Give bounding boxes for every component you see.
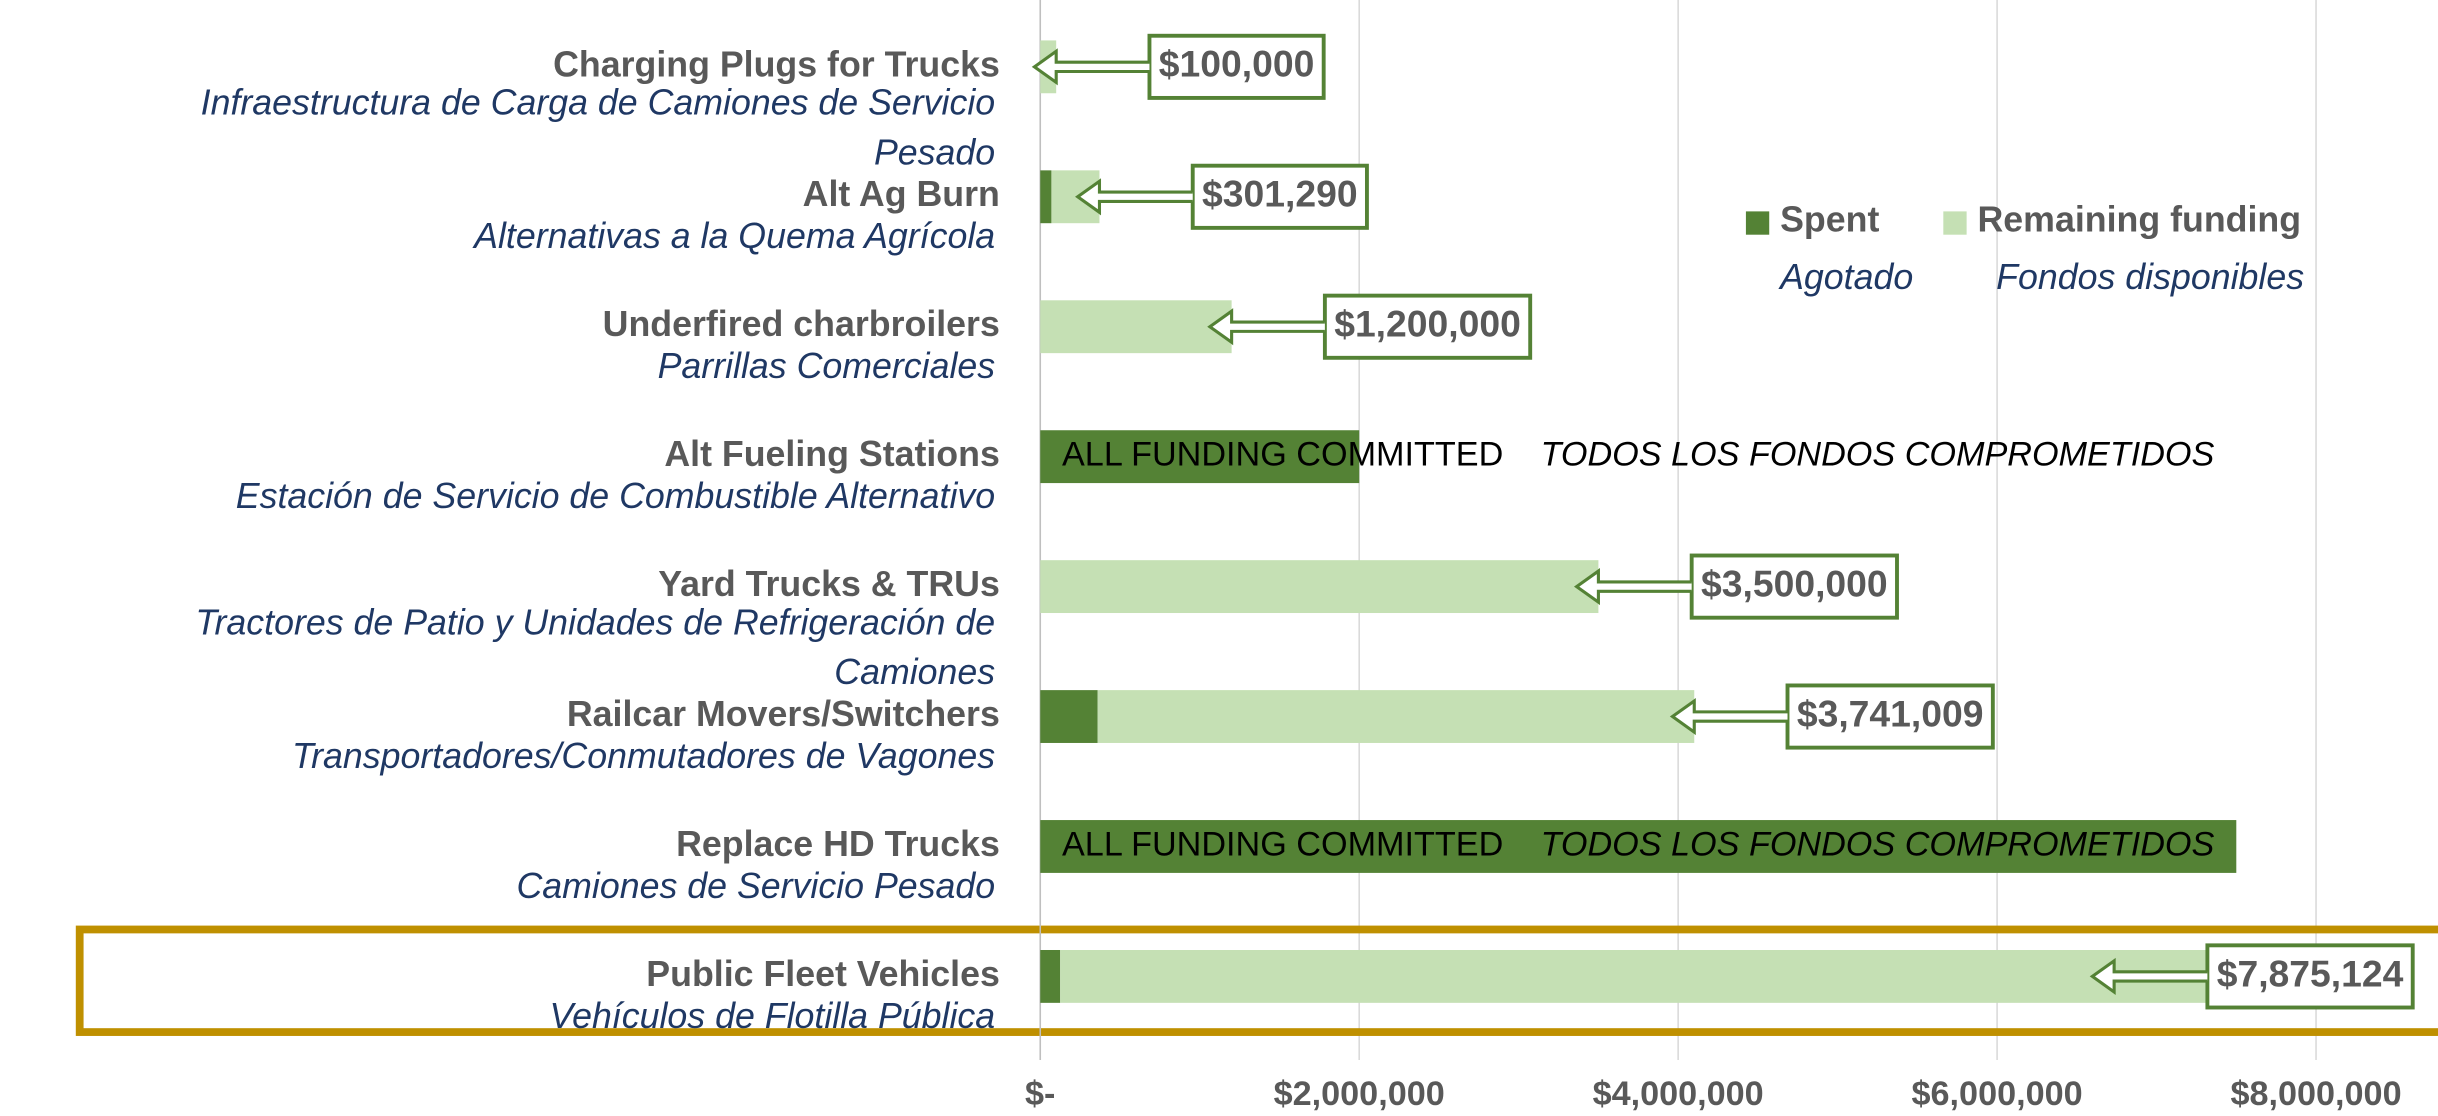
category-label: Public Fleet Vehicles	[646, 954, 1000, 994]
legend-label: Spent	[1780, 200, 1879, 240]
category-label-es: Transportadores/Conmutadores de Vagones	[292, 736, 995, 776]
legend-swatch	[1745, 211, 1770, 235]
annotation: ALL FUNDING COMMITTED	[1062, 826, 1503, 864]
value-label: $3,741,009	[1797, 692, 1984, 734]
callout-arrow	[1669, 697, 1788, 736]
value-label: $3,500,000	[1701, 562, 1888, 604]
category-label-es: Tractores de Patio y Unidades de Refrige…	[195, 603, 995, 693]
callout-arrow	[1031, 48, 1150, 86]
value-label-box	[1689, 553, 1899, 620]
bar-segment	[1040, 300, 1232, 354]
callout-arrow	[1207, 308, 1325, 346]
x-tick-label: $2,000,000	[1274, 1075, 1445, 1113]
bar-segment	[1040, 820, 2237, 873]
annotation: TODOS LOS FONDOS COMPROMETIDOS	[1541, 826, 2215, 864]
category-label: Yard Trucks & TRUs	[658, 564, 1000, 604]
callout-arrow	[2089, 957, 2208, 995]
value-label: $1,200,000	[1334, 303, 1521, 345]
value-label-box	[1190, 163, 1369, 230]
legend-swatch	[1943, 211, 1967, 235]
legend-label: Remaining funding	[1978, 200, 2302, 240]
x-tick-label: $-	[1025, 1075, 1055, 1113]
annotation: TODOS LOS FONDOS COMPROMETIDOS	[1541, 436, 2215, 474]
bar-segment	[1040, 949, 1061, 1003]
callout-arrow	[1075, 178, 1193, 216]
x-tick-label: $4,000,000	[1593, 1075, 1764, 1113]
value-label-box	[1785, 683, 1995, 750]
category-label-es: Vehículos de Flotilla Pública	[550, 996, 996, 1036]
bar-segment	[1097, 690, 1695, 743]
bar-segment	[1040, 170, 1052, 224]
category-label-es: Infraestructura de Carga de Camiones de …	[201, 83, 995, 173]
legend-label-es: Fondos disponibles	[1996, 257, 2304, 297]
annotation: ALL FUNDING COMMITTED	[1062, 436, 1503, 474]
category-label: Alt Fueling Stations	[664, 434, 999, 474]
value-label-box	[1147, 33, 1326, 100]
bar-segment	[1040, 560, 1599, 614]
x-tick-label: $8,000,000	[2230, 1075, 2401, 1113]
value-label: $301,290	[1202, 173, 1358, 215]
highlight-box	[75, 925, 2438, 1036]
x-tick-label: $6,000,000	[1912, 1075, 2083, 1113]
bar-segment	[1040, 430, 1360, 484]
value-label: $100,000	[1159, 43, 1315, 85]
category-label: Underfired charbroilers	[603, 304, 1000, 344]
category-label-es: Camiones de Servicio Pesado	[516, 866, 995, 906]
category-label: Charging Plugs for Trucks	[553, 44, 1000, 84]
value-label-box	[1322, 293, 1533, 360]
category-label: Replace HD Trucks	[676, 824, 1000, 864]
bar-segment	[1040, 690, 1098, 743]
legend-label-es: Agotado	[1778, 257, 1913, 297]
category-label-es: Parrillas Comerciales	[658, 346, 996, 386]
value-label-box	[2205, 943, 2415, 1010]
category-label-es: Estación de Servicio de Combustible Alte…	[236, 476, 995, 516]
grid	[1039, 0, 2317, 1061]
value-label: $7,875,124	[2217, 952, 2404, 994]
category-label: Alt Ag Burn	[803, 174, 1000, 214]
category-label: Railcar Movers/Switchers	[567, 694, 1000, 734]
category-label-es: Alternativas a la Quema Agrícola	[472, 216, 995, 256]
callout-arrow	[1573, 568, 1692, 606]
